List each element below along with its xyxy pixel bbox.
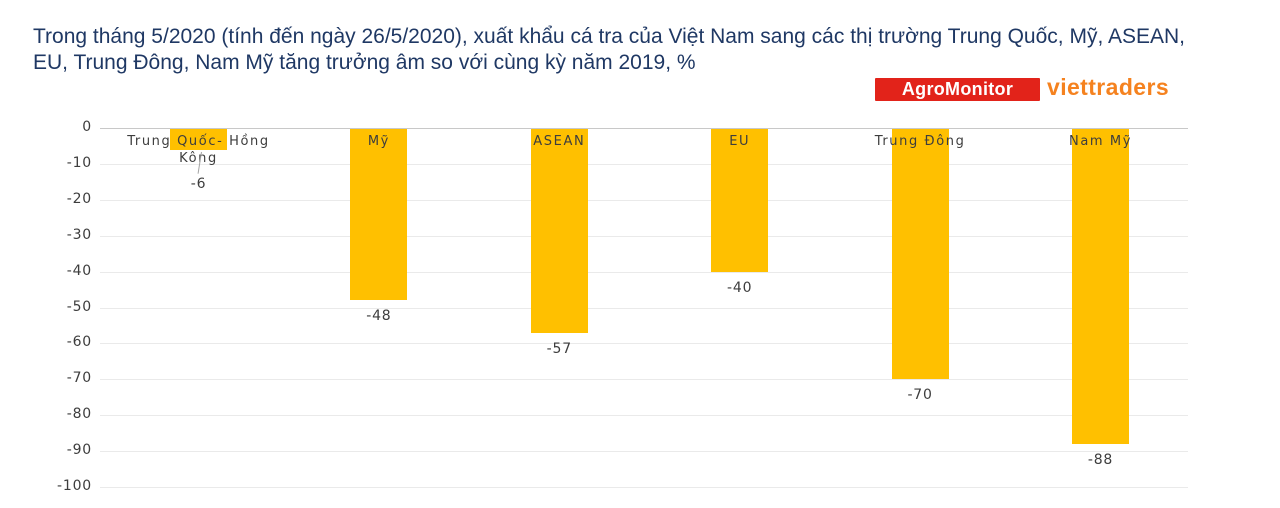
chart-title-line-1: Trong tháng 5/2020 (tính đến ngày 26/5/2…	[33, 25, 1185, 48]
category-label: Mỹ	[367, 134, 390, 149]
zero-grid-line	[100, 128, 1188, 129]
y-axis-tick-label: -30	[66, 226, 92, 243]
y-axis-tick-label: 0	[82, 119, 92, 135]
value-label: -6	[190, 175, 207, 192]
y-axis-tick-label: -50	[66, 298, 92, 315]
grid-line	[100, 271, 1188, 273]
value-label: -48	[366, 308, 392, 325]
agromonitor-logo: AgroMonitor	[875, 78, 1040, 101]
y-axis-tick-label: -70	[66, 370, 92, 387]
bar-4	[891, 129, 949, 380]
grid-line	[100, 235, 1188, 237]
viettraders-logo: viettraders	[1047, 74, 1170, 100]
y-axis-tick-label: -20	[66, 190, 92, 207]
bar-1	[350, 129, 408, 301]
grid-line	[100, 343, 1188, 345]
value-label: -40	[727, 279, 753, 296]
category-label: EU	[729, 134, 751, 149]
grid-line	[100, 415, 1188, 417]
category-label: Trung Đông	[874, 134, 966, 149]
grid-line	[100, 379, 1188, 381]
bar-5	[1072, 129, 1129, 444]
grid-line	[100, 487, 1188, 488]
category-label: Trung Quốc- Hồng Kông	[127, 134, 270, 166]
y-axis-tick-label: -90	[66, 442, 92, 459]
y-axis-tick-label: -80	[66, 406, 92, 423]
grid-line	[100, 163, 1188, 165]
value-label: -57	[546, 340, 572, 357]
value-label: -88	[1087, 451, 1114, 468]
grid-line	[100, 199, 1188, 201]
y-axis-tick-label: -100	[57, 478, 92, 494]
y-axis-tick-label: -40	[66, 262, 92, 279]
y-axis-tick-label: -10	[66, 154, 92, 171]
category-label: ASEAN	[533, 134, 586, 149]
grid-line	[100, 307, 1188, 309]
y-axis-tick-label: -60	[66, 334, 92, 351]
bar-2	[530, 129, 588, 333]
bar-0	[170, 129, 227, 150]
value-label: -70	[907, 387, 933, 404]
category-label: Nam Mỹ	[1069, 134, 1132, 149]
bar-3	[711, 129, 769, 272]
chart-title: Trong tháng 5/2020 (tính đến ngày 26/5/2…	[33, 24, 1213, 76]
grid-line	[100, 451, 1188, 453]
chart-title-line-2: EU, Trung Đông, Nam Mỹ tăng trưởng âm so…	[33, 51, 696, 74]
